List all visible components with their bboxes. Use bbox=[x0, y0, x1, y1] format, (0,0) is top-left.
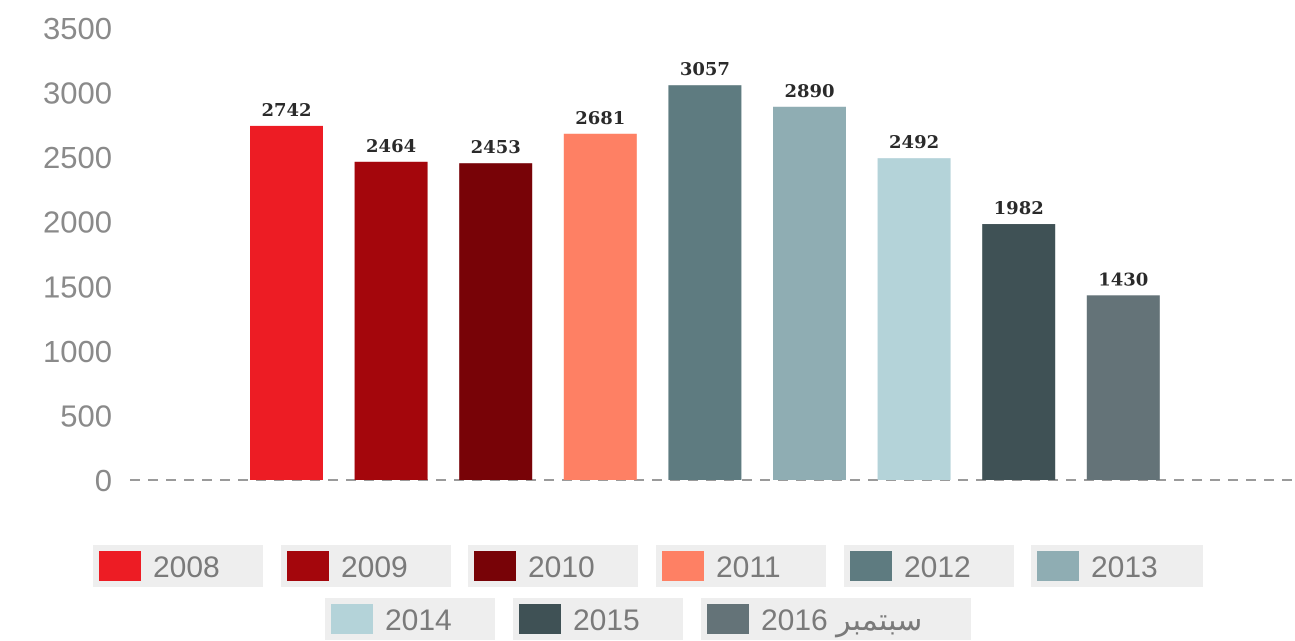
y-tick-label: 0 bbox=[95, 463, 112, 498]
legend-item: 2009 bbox=[281, 545, 451, 587]
y-tick-label: 500 bbox=[60, 398, 112, 433]
data-label: 2742 bbox=[261, 100, 311, 121]
legend-swatch bbox=[287, 551, 329, 581]
bars-group bbox=[250, 85, 1160, 481]
legend-label: 2016 سبتمبر bbox=[761, 604, 922, 638]
legend-item: 2013 bbox=[1031, 545, 1203, 587]
data-label: 1982 bbox=[994, 198, 1044, 219]
y-axis-ticks: 0 500 1000 1500 2000 2500 3000 3500 bbox=[43, 11, 112, 498]
y-tick-label: 2000 bbox=[43, 205, 112, 240]
legend-label: 2015 bbox=[573, 604, 640, 637]
legend-label: 2013 bbox=[1091, 551, 1158, 584]
y-tick-label: 1000 bbox=[43, 334, 112, 369]
legend-label: 2009 bbox=[341, 551, 408, 584]
bar-5 bbox=[668, 85, 742, 480]
y-tick-label: 1500 bbox=[43, 269, 112, 304]
bar-9 bbox=[1086, 295, 1160, 480]
legend-label: 2012 bbox=[904, 551, 971, 584]
bar-1 bbox=[250, 125, 323, 480]
legend-swatch bbox=[707, 604, 749, 634]
legend-label: 2014 bbox=[385, 604, 452, 637]
legend: 2008 2009 2010 2011 2012 2013 2014 2015 2016 سبت… bbox=[93, 545, 1203, 640]
legend-swatch bbox=[1037, 551, 1079, 581]
legend-swatch bbox=[519, 604, 561, 634]
y-tick-label: 3000 bbox=[43, 76, 112, 111]
legend-item: 2011 bbox=[656, 545, 826, 587]
legend-swatch bbox=[331, 604, 373, 634]
y-tick-label: 3500 bbox=[43, 11, 112, 46]
legend-swatch bbox=[474, 551, 516, 581]
bar-2 bbox=[354, 161, 428, 481]
data-label: 2890 bbox=[784, 81, 834, 102]
data-labels-group: 2742 2464 2453 2681 3057 2890 2492 1982 1430 bbox=[261, 59, 1148, 290]
data-label: 3057 bbox=[680, 59, 730, 80]
legend-swatch bbox=[662, 551, 704, 581]
legend-label: 2010 bbox=[528, 551, 595, 584]
legend-item: 2014 bbox=[325, 598, 495, 640]
data-label: 2453 bbox=[471, 137, 521, 158]
data-label: 2681 bbox=[575, 108, 625, 129]
bar-8 bbox=[982, 224, 1056, 480]
legend-item: 2015 bbox=[513, 598, 683, 640]
bar-3 bbox=[459, 163, 533, 480]
bar-7 bbox=[877, 158, 951, 480]
legend-swatch bbox=[99, 551, 141, 581]
legend-label: 2011 bbox=[716, 551, 781, 584]
legend-label: 2008 bbox=[153, 551, 220, 584]
data-label: 1430 bbox=[1098, 269, 1148, 290]
legend-item: 2012 bbox=[844, 545, 1014, 587]
bar-4 bbox=[563, 133, 637, 480]
legend-item: 2010 bbox=[468, 545, 638, 587]
data-label: 2492 bbox=[889, 132, 939, 153]
legend-item: 2016 سبتمبر bbox=[701, 598, 971, 640]
bar-6 bbox=[773, 106, 846, 480]
data-label: 2464 bbox=[366, 136, 416, 157]
legend-item: 2008 bbox=[93, 545, 263, 587]
y-tick-label: 2500 bbox=[43, 140, 112, 175]
legend-swatch bbox=[850, 551, 892, 581]
